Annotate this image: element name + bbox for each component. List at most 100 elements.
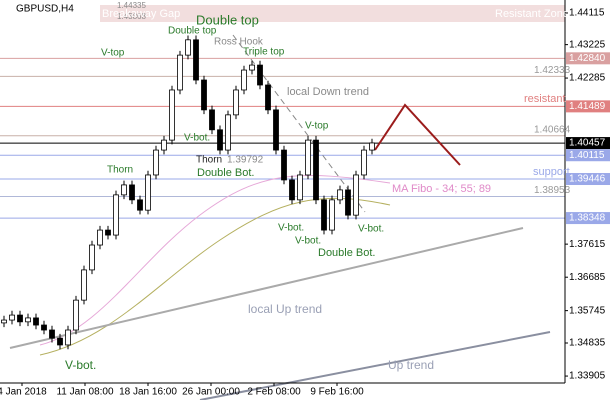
x-tick-label: 9 Feb 16:00	[310, 387, 364, 398]
y-tick-label: 1.34835	[569, 338, 606, 349]
annotation: resistant	[524, 93, 566, 105]
level-label: 1.38348	[569, 213, 606, 224]
resistant-zone	[100, 5, 565, 22]
level-box	[566, 173, 610, 186]
level-box	[566, 52, 610, 65]
x-tick-label: 26 Jan 00:00	[182, 387, 240, 398]
candle-body	[9, 314, 15, 321]
annotation: MA Fibo - 34; 55; 89	[392, 183, 491, 195]
forecast-arrow	[374, 103, 461, 166]
annotation: V-bot.	[184, 133, 210, 144]
level-box	[566, 100, 610, 113]
annotation: Double Bot.	[318, 247, 375, 259]
candle-body	[337, 189, 343, 201]
level-label: 1.38953	[534, 185, 571, 196]
level-label: 1.40115	[569, 150, 605, 161]
candle-body	[281, 149, 287, 181]
up-trend-line	[199, 331, 551, 400]
annotation: V-bot.	[65, 358, 96, 372]
level-box	[566, 149, 610, 162]
candle-body	[177, 54, 183, 91]
level-label: 1.40457	[569, 138, 606, 149]
annotation: V-top	[101, 48, 125, 59]
x-tick-label: 2 Feb 08:00	[247, 387, 301, 398]
y-tick-label: 1.35745	[569, 305, 606, 316]
y-tick-label: 1.43225	[569, 39, 606, 50]
level-label: 1.39446	[569, 174, 606, 185]
candle-body	[329, 199, 335, 231]
candle-body	[305, 139, 311, 176]
candle-body	[113, 194, 119, 236]
candle-body	[217, 129, 223, 151]
candle-body	[137, 199, 143, 211]
candle-body	[273, 109, 279, 151]
candle-body	[321, 199, 327, 231]
candle-body	[241, 69, 247, 91]
candle-body	[153, 149, 159, 176]
candle-body	[105, 229, 111, 236]
down-trend-line	[232, 34, 366, 213]
candle-body	[65, 329, 71, 346]
candle-body	[225, 114, 231, 151]
annotation: Resistant Zone	[495, 8, 569, 20]
y-tick-label: 1.33905	[569, 371, 606, 382]
candle-body	[353, 174, 359, 216]
local-up-trend-line	[9, 227, 524, 349]
annotation: Double top	[168, 26, 217, 37]
level-label: 1.42333	[534, 65, 571, 76]
candle-body	[17, 314, 23, 323]
candle-body	[369, 142, 375, 151]
candle-body	[129, 184, 135, 201]
annotation: 1.39792	[227, 155, 264, 166]
y-tick-label: 1.44115	[569, 8, 605, 19]
candle-body	[41, 324, 47, 331]
annotation: Thorn	[196, 155, 222, 166]
annotation: 1.43868	[117, 12, 146, 21]
annotation: Breakaway Gap	[102, 8, 180, 20]
candle-body	[289, 179, 295, 201]
annotation: Thorn	[107, 165, 133, 176]
annotation: local Down trend	[287, 86, 369, 98]
annotation: V-top	[305, 121, 329, 132]
y-tick-label: 1.37615	[569, 239, 606, 250]
annotation: support	[533, 166, 570, 178]
candle-body	[89, 244, 95, 271]
candle-body	[345, 189, 351, 216]
level-label: 1.41489	[569, 101, 606, 112]
x-tick-label: 4 Jan 2018	[0, 387, 47, 398]
candle-body	[161, 139, 167, 151]
annotation: Double Bot.	[197, 167, 254, 179]
annotation: Ross Hook	[214, 37, 264, 48]
annotation: V-bot.	[295, 236, 321, 247]
candle-body	[169, 89, 175, 141]
level-box	[566, 212, 610, 225]
candle-body	[249, 64, 255, 71]
candle-body	[97, 229, 103, 246]
candle-body	[297, 174, 303, 201]
candle-body	[257, 64, 263, 86]
candle-body	[1, 319, 7, 324]
candle-body	[145, 174, 151, 211]
candle-body	[201, 79, 207, 111]
annotation: V-bot.	[358, 224, 384, 235]
annotation: 1.44335	[117, 1, 146, 10]
candle-body	[25, 317, 31, 323]
level-label: 1.42840	[569, 53, 606, 64]
annotation: V-bot.	[278, 223, 304, 234]
moving-average	[39, 197, 391, 356]
annotation: Double top	[196, 12, 259, 27]
y-tick-label: 1.42285	[569, 73, 606, 84]
candle-body	[233, 89, 239, 116]
annotation: Triple top	[243, 47, 285, 58]
candle-body	[265, 84, 271, 111]
level-label: 1.40664	[534, 124, 571, 135]
level-box	[566, 137, 610, 150]
candle-body	[73, 299, 79, 331]
annotation: local Up trend	[248, 302, 322, 316]
candle-body	[193, 39, 199, 81]
candle-body	[185, 39, 191, 56]
candle-body	[57, 337, 63, 346]
chart-title: GBPUSD,H4	[16, 4, 74, 15]
x-tick-label: 18 Jan 16:00	[119, 387, 177, 398]
